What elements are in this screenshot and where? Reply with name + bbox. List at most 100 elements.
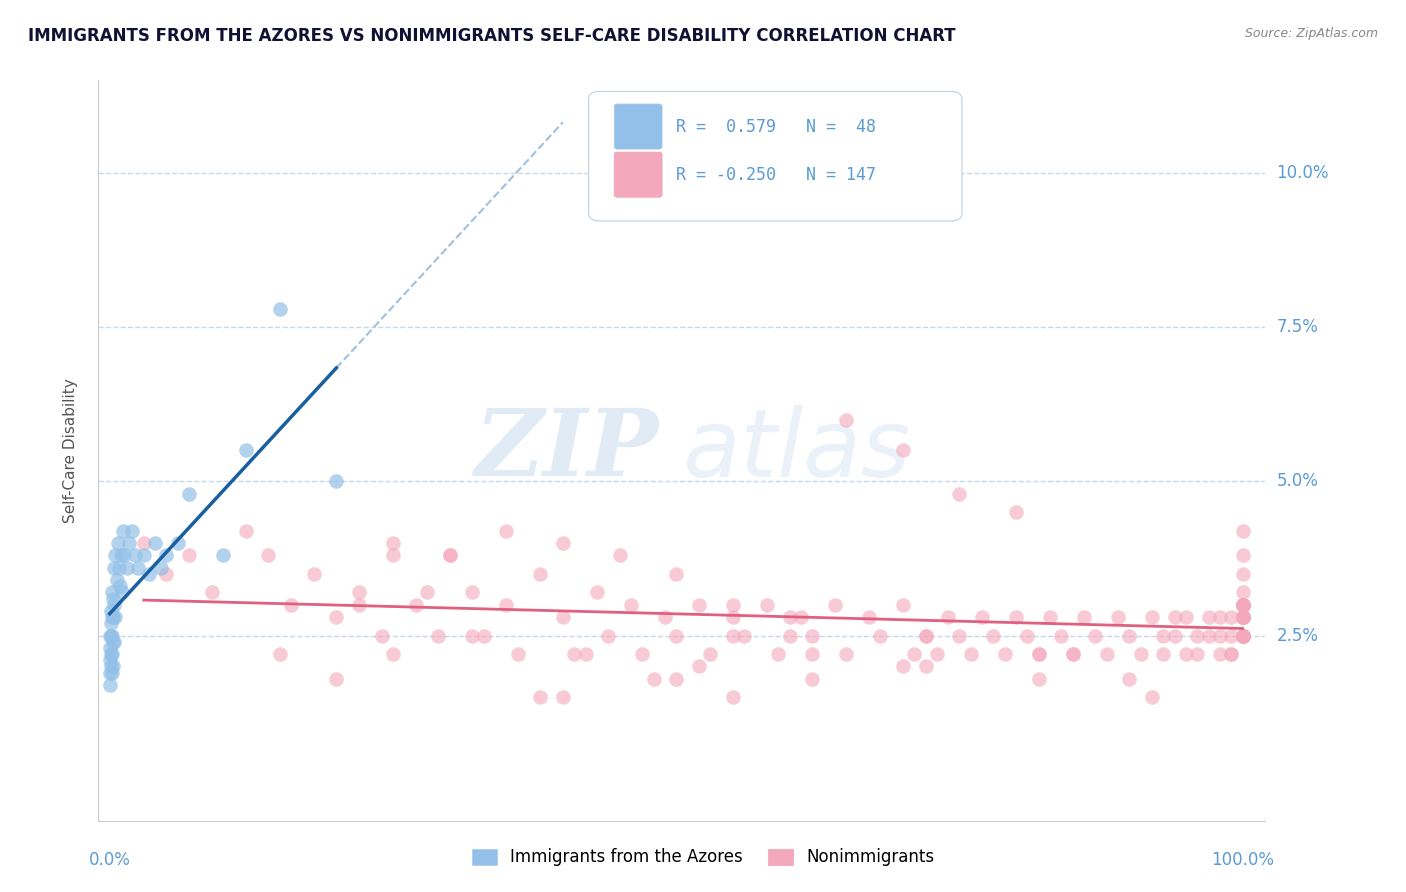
Point — [235, 443, 257, 458]
Point — [1062, 647, 1084, 661]
Point — [347, 598, 370, 612]
Point — [766, 647, 789, 661]
Point — [914, 628, 936, 642]
Point — [495, 598, 517, 612]
Point — [665, 672, 688, 686]
Point — [98, 665, 121, 680]
Point — [1028, 647, 1050, 661]
Point — [1232, 524, 1254, 538]
Point — [439, 549, 461, 563]
Point — [779, 628, 801, 642]
Point — [325, 672, 347, 686]
Point — [994, 647, 1017, 661]
Point — [405, 598, 427, 612]
FancyBboxPatch shape — [614, 104, 662, 149]
Point — [325, 475, 347, 489]
Point — [891, 598, 914, 612]
Point — [1005, 505, 1028, 519]
Point — [103, 598, 125, 612]
Point — [127, 560, 149, 574]
Point — [529, 690, 551, 705]
Point — [112, 524, 135, 538]
Text: atlas: atlas — [682, 405, 910, 496]
Point — [100, 628, 122, 642]
Point — [801, 647, 824, 661]
Point — [972, 610, 994, 624]
Text: R = -0.250   N = 147: R = -0.250 N = 147 — [676, 166, 876, 184]
Point — [869, 628, 891, 642]
Point — [551, 690, 574, 705]
Point — [1198, 628, 1220, 642]
Point — [1198, 610, 1220, 624]
Point — [155, 566, 177, 581]
Point — [302, 566, 325, 581]
Point — [1232, 628, 1254, 642]
Point — [111, 585, 134, 599]
Legend: Immigrants from the Azores, Nonimmigrants: Immigrants from the Azores, Nonimmigrant… — [464, 840, 942, 875]
Point — [562, 647, 585, 661]
Text: 100.0%: 100.0% — [1211, 851, 1274, 869]
Point — [105, 573, 128, 587]
Point — [598, 628, 620, 642]
Point — [835, 647, 858, 661]
FancyBboxPatch shape — [589, 91, 962, 221]
Point — [118, 536, 141, 550]
Point — [107, 536, 129, 550]
Point — [1232, 598, 1254, 612]
Point — [110, 549, 132, 563]
Point — [115, 560, 138, 574]
Point — [1232, 549, 1254, 563]
Point — [101, 659, 124, 673]
Point — [1073, 610, 1095, 624]
Point — [257, 549, 280, 563]
Text: R =  0.579   N =  48: R = 0.579 N = 48 — [676, 118, 876, 136]
Point — [1118, 628, 1140, 642]
Point — [1232, 610, 1254, 624]
Point — [104, 610, 127, 624]
Text: 2.5%: 2.5% — [1277, 626, 1319, 645]
Point — [1232, 598, 1254, 612]
Point — [382, 549, 405, 563]
Point — [495, 524, 517, 538]
Point — [1232, 598, 1254, 612]
Point — [1107, 610, 1129, 624]
Point — [1039, 610, 1062, 624]
Point — [212, 549, 235, 563]
Point — [416, 585, 439, 599]
Point — [124, 549, 146, 563]
Point — [114, 549, 136, 563]
Point — [103, 560, 125, 574]
Point — [103, 634, 125, 648]
Point — [1232, 598, 1254, 612]
Point — [779, 610, 801, 624]
Point — [461, 628, 484, 642]
Point — [1232, 566, 1254, 581]
Point — [948, 628, 970, 642]
Point — [1232, 628, 1254, 642]
Point — [1232, 610, 1254, 624]
Point — [620, 598, 643, 612]
Point — [1005, 610, 1028, 624]
Point — [835, 412, 858, 426]
Point — [101, 647, 124, 661]
Point — [665, 628, 688, 642]
Point — [1062, 647, 1084, 661]
Point — [891, 443, 914, 458]
Point — [382, 647, 405, 661]
Point — [790, 610, 813, 624]
Point — [983, 628, 1005, 642]
Text: ZIP: ZIP — [474, 406, 658, 495]
Point — [1028, 647, 1050, 661]
Point — [201, 585, 224, 599]
Text: 0.0%: 0.0% — [89, 851, 131, 869]
Point — [1232, 628, 1254, 642]
Point — [472, 628, 495, 642]
Point — [100, 647, 122, 661]
Point — [132, 536, 155, 550]
Point — [1232, 585, 1254, 599]
FancyBboxPatch shape — [614, 153, 662, 197]
Point — [891, 659, 914, 673]
Point — [100, 604, 122, 618]
Point — [269, 647, 291, 661]
Point — [1232, 610, 1254, 624]
